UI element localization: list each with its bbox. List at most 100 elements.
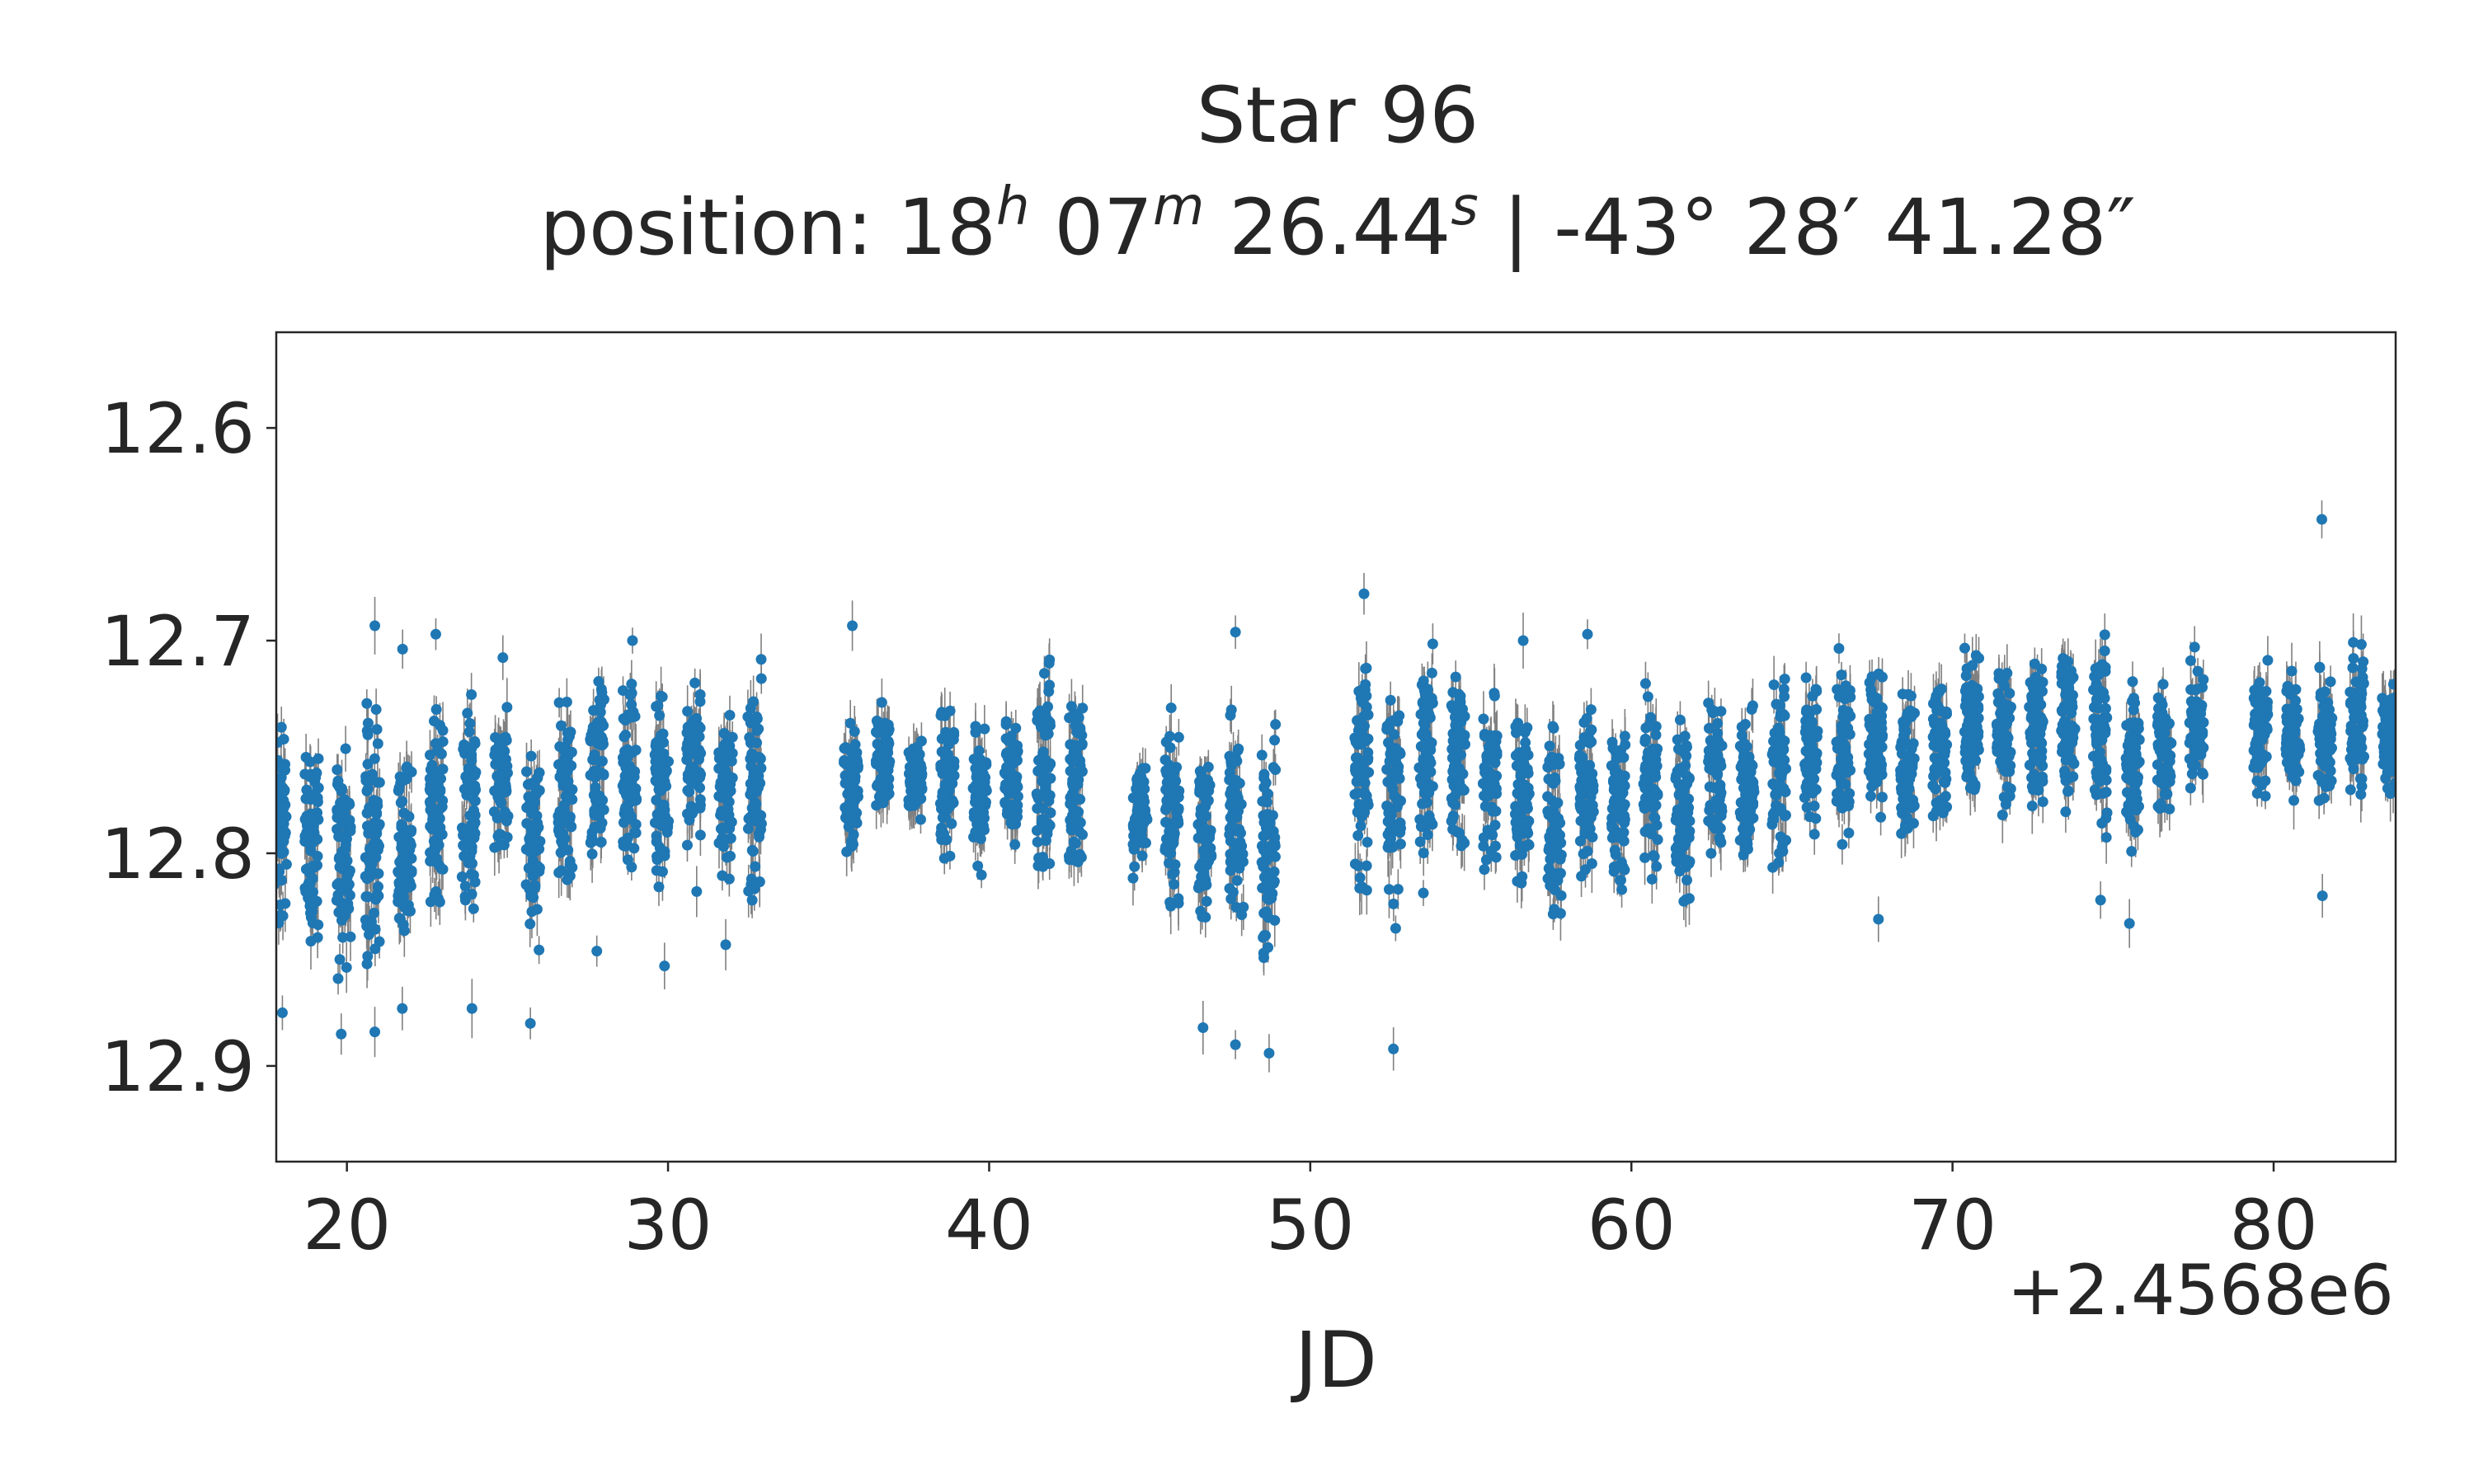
data-point <box>534 862 545 874</box>
data-point <box>334 954 346 965</box>
data-point <box>463 763 474 774</box>
data-point <box>278 802 289 814</box>
data-point <box>406 824 417 836</box>
data-point <box>529 819 540 830</box>
data-point <box>336 1028 347 1040</box>
data-point <box>374 819 385 830</box>
data-point <box>434 720 445 731</box>
data-point <box>360 871 371 882</box>
data-point <box>458 744 469 755</box>
chart-title: Star 96 <box>1197 71 1479 161</box>
data-point <box>312 834 323 845</box>
data-point <box>372 738 383 749</box>
data-point <box>332 890 344 901</box>
data-point <box>397 884 408 895</box>
data-point <box>337 932 349 943</box>
data-point <box>459 895 471 906</box>
data-point <box>402 763 414 775</box>
data-point <box>332 775 344 787</box>
data-point <box>276 762 287 773</box>
data-point <box>360 771 372 782</box>
data-point <box>529 846 540 857</box>
data-point <box>499 777 510 789</box>
data-point <box>360 891 372 903</box>
data-point <box>468 805 480 816</box>
data-point <box>431 852 443 864</box>
data-point <box>280 827 291 838</box>
data-point <box>300 863 312 875</box>
data-point <box>405 839 416 851</box>
ra-minutes: 07 <box>1030 183 1154 273</box>
data-point <box>371 724 383 735</box>
data-point <box>361 807 373 819</box>
ra-seconds: 26.44 <box>1204 183 1451 273</box>
data-point <box>501 831 513 843</box>
data-point <box>468 817 479 829</box>
data-point <box>501 702 513 713</box>
data-point <box>361 958 373 970</box>
data-point <box>398 807 410 819</box>
data-point <box>490 750 501 762</box>
data-point <box>499 806 510 818</box>
data-point <box>333 831 345 843</box>
data-point <box>343 797 355 809</box>
data-point <box>303 877 315 889</box>
data-point <box>343 868 355 880</box>
chart-subtitle-position: position: 18h 07m 26.44s | -43° 28′ 41.2… <box>539 176 2135 273</box>
data-point <box>363 921 374 932</box>
data-point <box>299 830 311 842</box>
data-point <box>468 792 479 804</box>
data-point <box>340 743 351 754</box>
data-point <box>497 652 509 664</box>
data-point <box>369 620 381 632</box>
data-point <box>371 807 383 819</box>
data-point <box>464 717 476 729</box>
data-point <box>465 857 477 868</box>
data-point <box>466 842 477 853</box>
data-point <box>305 912 317 923</box>
data-point <box>340 839 351 851</box>
plot-area <box>276 500 2396 1073</box>
data-point <box>364 856 375 867</box>
data-point <box>361 697 373 709</box>
data-point <box>523 862 534 874</box>
data-point <box>534 767 545 778</box>
declination: | -43° 28′ 41.28″ <box>1479 183 2136 273</box>
data-point <box>393 867 405 879</box>
ra-hours: position: 18 <box>539 183 996 273</box>
data-point <box>335 797 346 809</box>
data-point <box>432 805 444 816</box>
data-point <box>424 749 435 761</box>
data-point <box>398 925 410 937</box>
data-point <box>341 961 352 973</box>
data-point <box>308 815 320 826</box>
data-point <box>371 828 383 839</box>
data-point <box>465 868 477 880</box>
data-point <box>276 772 287 783</box>
data-point <box>433 839 444 851</box>
data-point <box>397 643 408 655</box>
data-point <box>492 812 503 824</box>
data-point <box>466 688 477 700</box>
data-point <box>430 704 442 716</box>
data-point <box>500 760 511 772</box>
data-point <box>434 896 445 908</box>
data-point <box>553 866 565 878</box>
data-point <box>464 780 476 791</box>
data-point <box>313 919 324 931</box>
ra-s-superscript: s <box>1451 176 1478 237</box>
data-point <box>334 862 346 873</box>
data-point <box>534 835 546 847</box>
data-point <box>397 1003 408 1014</box>
data-point <box>534 944 545 956</box>
data-point <box>276 1007 288 1018</box>
data-point <box>435 784 446 796</box>
data-point <box>368 795 379 806</box>
data-point <box>425 820 436 832</box>
data-point <box>562 844 574 856</box>
data-point <box>373 868 384 880</box>
data-point <box>310 772 322 783</box>
data-point <box>424 796 435 808</box>
data-point <box>300 793 312 805</box>
